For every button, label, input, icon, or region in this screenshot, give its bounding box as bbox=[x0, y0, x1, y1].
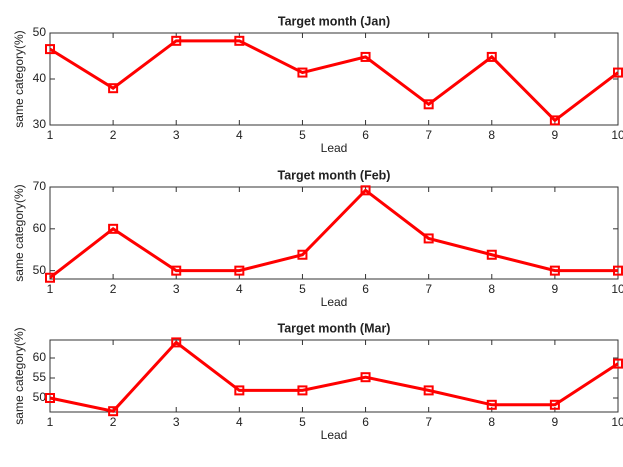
marker bbox=[549, 115, 560, 126]
x-tick-label: 6 bbox=[362, 128, 369, 142]
x-tick-label: 8 bbox=[488, 282, 495, 296]
marker bbox=[423, 233, 434, 244]
x-axis-label: Lead bbox=[321, 428, 348, 442]
x-tick-label: 8 bbox=[488, 415, 495, 429]
marker bbox=[423, 385, 434, 396]
x-tick-label: 1 bbox=[47, 282, 54, 296]
marker bbox=[486, 51, 497, 62]
marker bbox=[613, 358, 623, 369]
data-line bbox=[49, 39, 619, 123]
marker bbox=[234, 385, 245, 396]
x-tick-label: 2 bbox=[110, 282, 117, 296]
marker bbox=[423, 99, 434, 110]
x-tick-label: 10 bbox=[611, 415, 623, 429]
marker bbox=[108, 83, 119, 94]
marker bbox=[613, 67, 623, 78]
x-axis-label: Lead bbox=[321, 141, 348, 155]
x-tick-label: 5 bbox=[299, 415, 306, 429]
marker bbox=[613, 265, 623, 276]
marker bbox=[297, 385, 308, 396]
y-tick-label: 50 bbox=[33, 25, 47, 39]
x-tick-label: 7 bbox=[425, 282, 432, 296]
x-tick-label: 6 bbox=[362, 415, 369, 429]
marker bbox=[108, 223, 119, 234]
x-tick-label: 9 bbox=[552, 282, 559, 296]
y-axis-label: same category(%) bbox=[12, 184, 26, 281]
x-tick-label: 10 bbox=[611, 128, 623, 142]
marker bbox=[360, 372, 371, 383]
marker bbox=[171, 265, 182, 276]
plot-area bbox=[49, 339, 619, 413]
chart-title: Target month (Feb) bbox=[278, 168, 391, 182]
marker bbox=[45, 393, 55, 403]
plot-area bbox=[49, 32, 619, 126]
marker bbox=[486, 249, 497, 260]
y-tick-label: 50 bbox=[33, 390, 47, 404]
x-tick-label: 6 bbox=[362, 282, 369, 296]
x-tick-label: 7 bbox=[425, 415, 432, 429]
x-tick-label: 9 bbox=[552, 128, 559, 142]
x-tick-label: 7 bbox=[425, 128, 432, 142]
y-tick-label: 50 bbox=[33, 263, 47, 277]
x-tick-label: 2 bbox=[110, 415, 117, 429]
x-tick-label: 2 bbox=[110, 128, 117, 142]
y-tick-label: 60 bbox=[33, 221, 47, 235]
x-axis-label: Lead bbox=[321, 295, 348, 309]
y-axis-label: same category(%) bbox=[12, 30, 26, 127]
marker bbox=[234, 35, 245, 46]
x-tick-label: 4 bbox=[236, 415, 243, 429]
x-tick-label: 10 bbox=[611, 282, 623, 296]
x-tick-label: 9 bbox=[552, 415, 559, 429]
marker bbox=[171, 337, 182, 348]
marker bbox=[297, 67, 308, 78]
y-tick-label: 40 bbox=[33, 71, 47, 85]
marker bbox=[360, 51, 371, 62]
y-tick-label: 55 bbox=[33, 370, 47, 384]
data-line bbox=[49, 340, 619, 413]
marker bbox=[360, 185, 371, 196]
x-tick-label: 1 bbox=[47, 128, 54, 142]
chart-title: Target month (Jan) bbox=[278, 14, 390, 28]
marker bbox=[549, 399, 560, 410]
marker bbox=[171, 35, 182, 46]
y-tick-label: 70 bbox=[33, 179, 47, 193]
marker bbox=[108, 406, 119, 417]
x-tick-label: 5 bbox=[299, 128, 306, 142]
marker bbox=[486, 399, 497, 410]
y-tick-label: 30 bbox=[33, 117, 47, 131]
marker bbox=[45, 44, 55, 55]
x-tick-label: 4 bbox=[236, 282, 243, 296]
x-tick-label: 3 bbox=[173, 415, 180, 429]
x-tick-label: 1 bbox=[47, 415, 54, 429]
marker bbox=[45, 272, 55, 283]
x-tick-label: 8 bbox=[488, 128, 495, 142]
x-tick-label: 5 bbox=[299, 282, 306, 296]
y-axis-label: same category(%) bbox=[12, 327, 26, 424]
x-tick-label: 3 bbox=[173, 282, 180, 296]
x-tick-label: 4 bbox=[236, 128, 243, 142]
y-tick-label: 60 bbox=[33, 350, 47, 364]
chart-title: Target month (Mar) bbox=[278, 321, 391, 335]
marker bbox=[234, 265, 245, 276]
x-tick-label: 3 bbox=[173, 128, 180, 142]
data-line bbox=[49, 188, 618, 279]
marker bbox=[297, 249, 308, 260]
marker bbox=[549, 265, 560, 276]
